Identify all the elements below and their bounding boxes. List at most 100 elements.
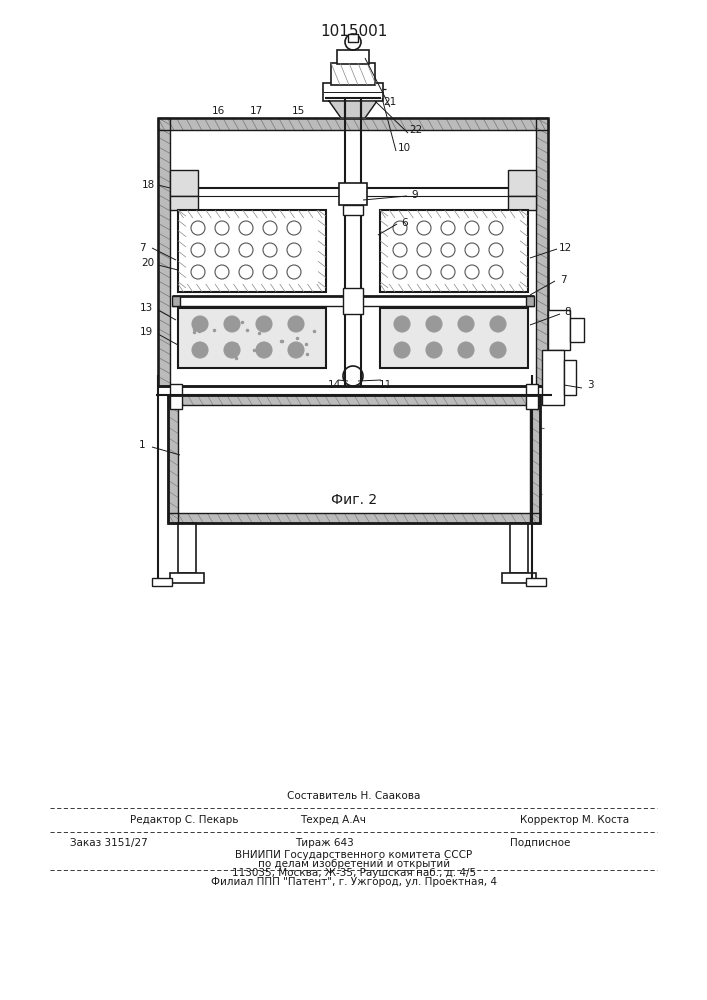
Polygon shape	[481, 395, 491, 405]
Polygon shape	[329, 101, 377, 118]
Polygon shape	[354, 395, 364, 405]
Polygon shape	[491, 395, 501, 405]
Polygon shape	[168, 118, 177, 130]
Polygon shape	[536, 128, 548, 137]
Bar	[570, 318, 584, 342]
Polygon shape	[233, 118, 242, 130]
Polygon shape	[158, 281, 170, 290]
Circle shape	[288, 342, 304, 358]
Polygon shape	[530, 448, 540, 459]
Bar	[508, 196, 536, 210]
Polygon shape	[452, 395, 462, 405]
Polygon shape	[539, 118, 548, 130]
Bar	[178, 405, 530, 513]
Bar	[172, 296, 180, 306]
Circle shape	[458, 342, 474, 358]
Bar	[168, 395, 540, 405]
Circle shape	[394, 316, 410, 332]
Polygon shape	[432, 513, 442, 523]
Polygon shape	[325, 513, 334, 523]
Polygon shape	[237, 513, 246, 523]
Circle shape	[192, 316, 208, 332]
Polygon shape	[168, 448, 178, 459]
Text: 16: 16	[211, 106, 225, 116]
Polygon shape	[530, 395, 540, 406]
Bar	[526, 578, 546, 586]
Polygon shape	[353, 118, 362, 130]
Polygon shape	[536, 290, 548, 300]
Polygon shape	[474, 118, 483, 130]
Polygon shape	[286, 513, 296, 523]
Polygon shape	[536, 300, 548, 309]
Polygon shape	[383, 395, 393, 405]
Bar	[331, 63, 375, 85]
Circle shape	[490, 316, 506, 332]
Polygon shape	[481, 513, 491, 523]
Polygon shape	[472, 513, 481, 523]
Circle shape	[192, 342, 208, 358]
Polygon shape	[168, 513, 177, 523]
Bar	[526, 384, 538, 409]
Polygon shape	[269, 118, 279, 130]
Polygon shape	[315, 513, 325, 523]
Text: Техред А.Ач: Техред А.Ач	[300, 815, 366, 825]
Polygon shape	[305, 395, 315, 405]
Polygon shape	[501, 118, 511, 130]
Polygon shape	[536, 348, 548, 357]
Bar	[510, 523, 528, 573]
Polygon shape	[158, 147, 170, 156]
Polygon shape	[217, 513, 227, 523]
Circle shape	[288, 316, 304, 332]
Text: 18: 18	[141, 180, 155, 190]
Polygon shape	[373, 513, 383, 523]
Polygon shape	[530, 427, 540, 438]
Polygon shape	[227, 513, 237, 523]
Polygon shape	[462, 395, 472, 405]
Polygon shape	[168, 438, 178, 448]
Polygon shape	[158, 242, 170, 252]
Polygon shape	[520, 118, 530, 130]
Polygon shape	[413, 395, 423, 405]
Polygon shape	[432, 395, 442, 405]
Polygon shape	[455, 118, 464, 130]
Polygon shape	[266, 395, 276, 405]
Polygon shape	[158, 128, 170, 137]
Text: 6: 6	[402, 218, 409, 228]
Polygon shape	[536, 252, 548, 262]
Polygon shape	[168, 470, 178, 480]
Bar	[343, 288, 363, 314]
Bar	[170, 170, 198, 196]
Bar	[158, 118, 548, 386]
Polygon shape	[204, 118, 214, 130]
Bar	[564, 360, 576, 395]
Polygon shape	[316, 118, 325, 130]
Polygon shape	[158, 300, 170, 309]
Polygon shape	[256, 513, 266, 523]
Circle shape	[490, 342, 506, 358]
Polygon shape	[536, 214, 548, 223]
Bar	[178, 523, 196, 573]
Text: 113035, Москва, Ж-35, Раушская наб., д. 4/5: 113035, Москва, Ж-35, Раушская наб., д. …	[232, 868, 476, 878]
Polygon shape	[177, 395, 187, 405]
Polygon shape	[223, 118, 233, 130]
Bar	[380, 308, 528, 368]
Polygon shape	[251, 118, 260, 130]
Text: 12: 12	[559, 243, 572, 253]
Polygon shape	[158, 338, 170, 348]
Polygon shape	[242, 118, 251, 130]
Polygon shape	[536, 118, 548, 128]
Polygon shape	[536, 319, 548, 329]
Polygon shape	[393, 395, 403, 405]
Text: 21: 21	[383, 97, 397, 107]
Circle shape	[458, 316, 474, 332]
Bar	[178, 308, 326, 368]
Polygon shape	[260, 118, 269, 130]
Polygon shape	[187, 513, 197, 523]
Text: А – А: А – А	[337, 78, 371, 92]
Text: 1: 1	[139, 440, 146, 450]
Polygon shape	[364, 513, 373, 523]
Polygon shape	[530, 512, 540, 523]
Text: 19: 19	[139, 327, 153, 337]
Polygon shape	[372, 118, 381, 130]
Polygon shape	[334, 118, 344, 130]
